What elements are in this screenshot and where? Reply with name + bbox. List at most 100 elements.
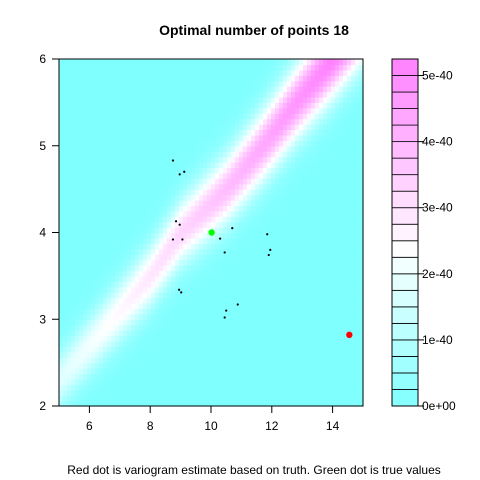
heatmap-cell	[335, 335, 340, 342]
heatmap-cell	[191, 346, 196, 353]
heatmap-cell	[239, 86, 244, 93]
heatmap-cell	[347, 59, 352, 66]
heatmap-cell	[251, 313, 256, 320]
heatmap-cell	[219, 340, 224, 347]
heatmap-cell	[215, 357, 220, 364]
heatmap-cell	[351, 80, 356, 87]
heatmap-cell	[71, 227, 76, 234]
heatmap-cell	[275, 232, 280, 239]
heatmap-cell	[219, 221, 224, 228]
heatmap-cell	[303, 86, 308, 93]
heatmap-cell	[167, 167, 172, 174]
heatmap-cell	[343, 297, 348, 304]
heatmap-cell	[179, 243, 184, 250]
heatmap-cell	[351, 330, 356, 337]
heatmap-cell	[107, 335, 112, 342]
heatmap-cell	[107, 286, 112, 293]
heatmap-cell	[191, 286, 196, 293]
heatmap-cell	[259, 64, 264, 71]
heatmap-cell	[267, 357, 272, 364]
heatmap-cell	[211, 172, 216, 179]
heatmap-cell	[115, 145, 120, 152]
heatmap-cell	[163, 140, 168, 147]
heatmap-cell	[267, 178, 272, 185]
heatmap-cell	[103, 140, 108, 147]
heatmap-cell	[103, 319, 108, 326]
heatmap-cell	[75, 64, 80, 71]
heatmap-cell	[263, 102, 268, 109]
heatmap-cell	[215, 265, 220, 272]
heatmap-cell	[311, 140, 316, 147]
heatmap-cell	[207, 302, 212, 309]
heatmap-cell	[335, 156, 340, 163]
heatmap-cell	[175, 346, 180, 353]
heatmap-cell	[111, 216, 116, 223]
heatmap-cell	[135, 292, 140, 299]
heatmap-cell	[243, 91, 248, 98]
heatmap-cell	[87, 96, 92, 103]
heatmap-cell	[67, 368, 72, 375]
heatmap-cell	[191, 324, 196, 331]
heatmap-cell	[191, 59, 196, 66]
heatmap-cell	[251, 357, 256, 364]
heatmap-cell	[359, 324, 364, 331]
heatmap-cell	[183, 308, 188, 315]
heatmap-cell	[307, 178, 312, 185]
heatmap-cell	[91, 373, 96, 380]
heatmap-cell	[303, 129, 308, 136]
heatmap-cell	[111, 118, 116, 125]
heatmap-cell	[95, 400, 100, 407]
heatmap-cell	[287, 102, 292, 109]
heatmap-cell	[307, 281, 312, 288]
heatmap-cell	[99, 210, 104, 217]
heatmap-cell	[79, 194, 84, 201]
heatmap-cell	[147, 210, 152, 217]
heatmap-cell	[71, 134, 76, 141]
heatmap-cell	[183, 340, 188, 347]
heatmap-cell	[307, 172, 312, 179]
heatmap-cell	[263, 346, 268, 353]
heatmap-cell	[263, 297, 268, 304]
heatmap-cell	[79, 216, 84, 223]
heatmap-cell	[347, 254, 352, 261]
heatmap-cell	[343, 254, 348, 261]
heatmap-cell	[259, 389, 264, 396]
heatmap-cell	[295, 270, 300, 277]
heatmap-cell	[239, 91, 244, 98]
heatmap-cell	[139, 373, 144, 380]
heatmap-cell	[263, 75, 268, 82]
heatmap-cell	[151, 281, 156, 288]
heatmap-cell	[255, 118, 260, 125]
heatmap-cell	[139, 227, 144, 234]
heatmap-cell	[183, 237, 188, 244]
heatmap-cell	[231, 86, 236, 93]
heatmap-cell	[307, 75, 312, 82]
heatmap-cell	[251, 80, 256, 87]
heatmap-cell	[179, 140, 184, 147]
heatmap-cell	[255, 248, 260, 255]
heatmap-cell	[355, 102, 360, 109]
heatmap-cell	[267, 248, 272, 255]
heatmap-cell	[187, 221, 192, 228]
heatmap-cell	[191, 243, 196, 250]
heatmap-cell	[299, 335, 304, 342]
heatmap-cell	[339, 189, 344, 196]
heatmap-cell	[219, 237, 224, 244]
heatmap-cell	[355, 340, 360, 347]
heatmap-cell	[235, 64, 240, 71]
heatmap-cell	[271, 189, 276, 196]
heatmap-cell	[147, 259, 152, 266]
heatmap-cell	[83, 113, 88, 120]
heatmap-cell	[239, 308, 244, 315]
heatmap-cell	[303, 199, 308, 206]
heatmap-cell	[243, 275, 248, 282]
heatmap-cell	[159, 178, 164, 185]
heatmap-cell	[103, 237, 108, 244]
heatmap-cell	[211, 324, 216, 331]
heatmap-cell	[323, 324, 328, 331]
heatmap-cell	[111, 254, 116, 261]
heatmap-cell	[199, 373, 204, 380]
heatmap-cell	[91, 156, 96, 163]
heatmap-cell	[131, 80, 136, 87]
heatmap-cell	[67, 145, 72, 152]
